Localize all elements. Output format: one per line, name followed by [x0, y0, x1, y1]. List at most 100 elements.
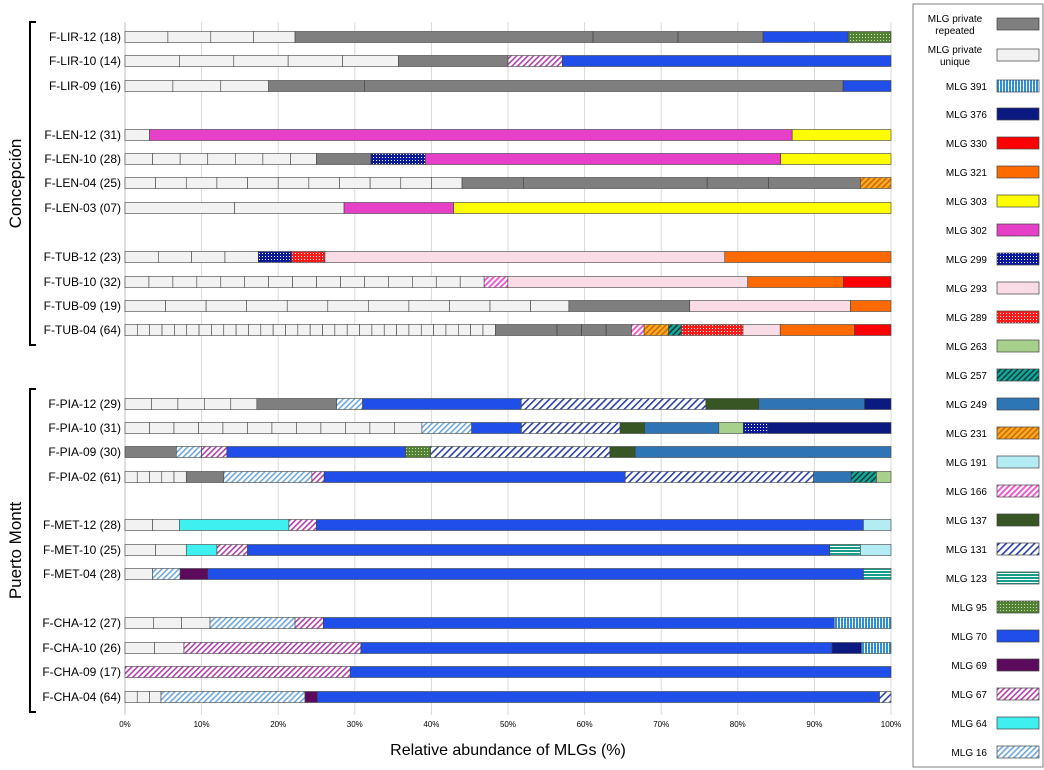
bar-row: F-CHA-12 (27)	[42, 616, 892, 630]
bar-rows: F-LIR-12 (18) F-LIR-10 (14) F-LIR-09 (16) F…	[42, 30, 892, 704]
legend-item: MLG 137	[946, 513, 1040, 527]
bar-segment-uni	[124, 31, 169, 43]
bar-segment-m131	[879, 691, 892, 703]
bar-segment-m64	[185, 544, 218, 556]
bar-segment-m67	[294, 617, 324, 629]
bar-segment-uni	[368, 300, 410, 312]
bar-segment-uni	[124, 398, 152, 410]
bar-segment-m67	[124, 666, 351, 678]
bar-segment-uni	[155, 544, 187, 556]
bar-segment-uni	[470, 324, 484, 336]
x-tick-label: 80%	[730, 720, 746, 729]
bar-segment-m16	[223, 471, 313, 483]
bar-segment-uni	[371, 324, 385, 336]
legend-label: MLG 70	[951, 632, 987, 643]
bar-segment-uni	[154, 642, 185, 654]
bar-segment-m293	[689, 300, 851, 312]
bar-segment-uni	[435, 276, 461, 288]
bar-segment-m249	[644, 422, 720, 434]
bar-segment-uni	[369, 177, 402, 189]
bar-segment-uni	[445, 324, 459, 336]
bar-segment-rep	[461, 177, 524, 189]
row-label: F-LIR-10 (14)	[49, 54, 121, 68]
legend-swatch-m299	[996, 252, 1040, 266]
bar-segment-uni	[124, 202, 235, 214]
bar-segment-uni	[316, 276, 341, 288]
bar-segment-uni	[268, 276, 293, 288]
legend-label: MLG 330	[946, 139, 988, 150]
bar-segment-uni	[233, 55, 289, 67]
bar-segment-uni	[210, 31, 254, 43]
bar-segment-uni	[152, 519, 180, 531]
bar-segment-m391	[861, 642, 892, 654]
bar-segment-rep	[398, 55, 509, 67]
legend-item: MLG 303	[946, 194, 1040, 208]
row-label: F-CHA-12 (27)	[42, 616, 121, 630]
bar-segment-m70	[762, 31, 849, 43]
legend-item: MLG 67	[951, 687, 1040, 701]
bar-segment-m376	[831, 642, 862, 654]
bar-segment-uni	[152, 153, 181, 165]
legend-item: MLG 289	[946, 310, 1040, 324]
bar-segment-uni	[124, 568, 153, 580]
bar-segment-uni	[388, 276, 413, 288]
bar-segment-uni	[458, 324, 471, 336]
bar-segment-uni	[235, 153, 264, 165]
bar-segment-uni	[369, 422, 395, 434]
bar-row: F-MET-12 (28)	[43, 518, 892, 532]
bar-segment-m70	[226, 446, 406, 458]
bar-segment-uni	[408, 300, 450, 312]
bar-segment-uni	[220, 276, 246, 288]
row-label: F-LIR-12 (18)	[49, 30, 121, 44]
bar-segment-rep	[556, 324, 582, 336]
bar-segment-uni	[223, 324, 237, 336]
bar-segment-m64	[179, 519, 290, 531]
legend-label: repeated	[935, 26, 974, 37]
bar-segment-uni	[124, 276, 150, 288]
bar-segment-uni	[449, 300, 491, 312]
bar-segment-m321	[779, 324, 855, 336]
bar-segment-m16	[421, 422, 472, 434]
bar-segment-m376	[767, 422, 892, 434]
bar-segment-uni	[196, 276, 222, 288]
bar-segment-m249	[634, 446, 892, 458]
bar-row: F-TUB-04 (64)	[44, 323, 892, 337]
bar-segment-uni	[320, 422, 346, 434]
legend-label: MLG 289	[946, 313, 988, 324]
bar-segment-uni	[489, 300, 531, 312]
bar-segment-m131	[521, 422, 621, 434]
bar-segment-uni	[246, 300, 288, 312]
legend-item: MLG 391	[946, 79, 1040, 93]
bar-segment-uni	[292, 276, 317, 288]
bar-segment-m303	[791, 129, 892, 141]
bar-segment-rep	[316, 153, 372, 165]
bar-segment-m289	[291, 251, 326, 263]
bar-segment-m67	[201, 446, 228, 458]
bar-segment-m131	[520, 398, 707, 410]
bar-row: F-LEN-04 (25)	[44, 176, 892, 190]
bar-segment-rep	[268, 80, 365, 92]
bar-segment-uni	[179, 153, 209, 165]
legend-swatch-m191	[996, 455, 1040, 469]
bar-segment-uni	[482, 324, 496, 336]
bar-segment-m70	[562, 55, 892, 67]
bar-segment-uni	[124, 544, 156, 556]
bar-segment-m70	[207, 568, 864, 580]
bar-segment-rep	[523, 177, 708, 189]
legend-label: MLG 302	[946, 226, 988, 237]
bar-segment-m67	[183, 642, 362, 654]
bar-segment-uni	[207, 153, 236, 165]
bar-segment-uni	[345, 422, 371, 434]
bar-segment-uni	[172, 276, 198, 288]
legend-item: MLG 263	[946, 339, 1040, 353]
bar-segment-m191	[860, 544, 892, 556]
bar-segment-uni	[173, 471, 187, 483]
row-label: F-PIA-02 (61)	[48, 470, 121, 484]
x-tick-label: 90%	[806, 720, 822, 729]
bar-segment-m123	[829, 544, 861, 556]
bar-segment-uni	[253, 31, 296, 43]
bar-row: F-MET-10 (25)	[43, 543, 892, 557]
bar-segment-m257	[668, 324, 682, 336]
bar-segment-m70	[323, 471, 626, 483]
bar-segment-uni	[420, 324, 434, 336]
